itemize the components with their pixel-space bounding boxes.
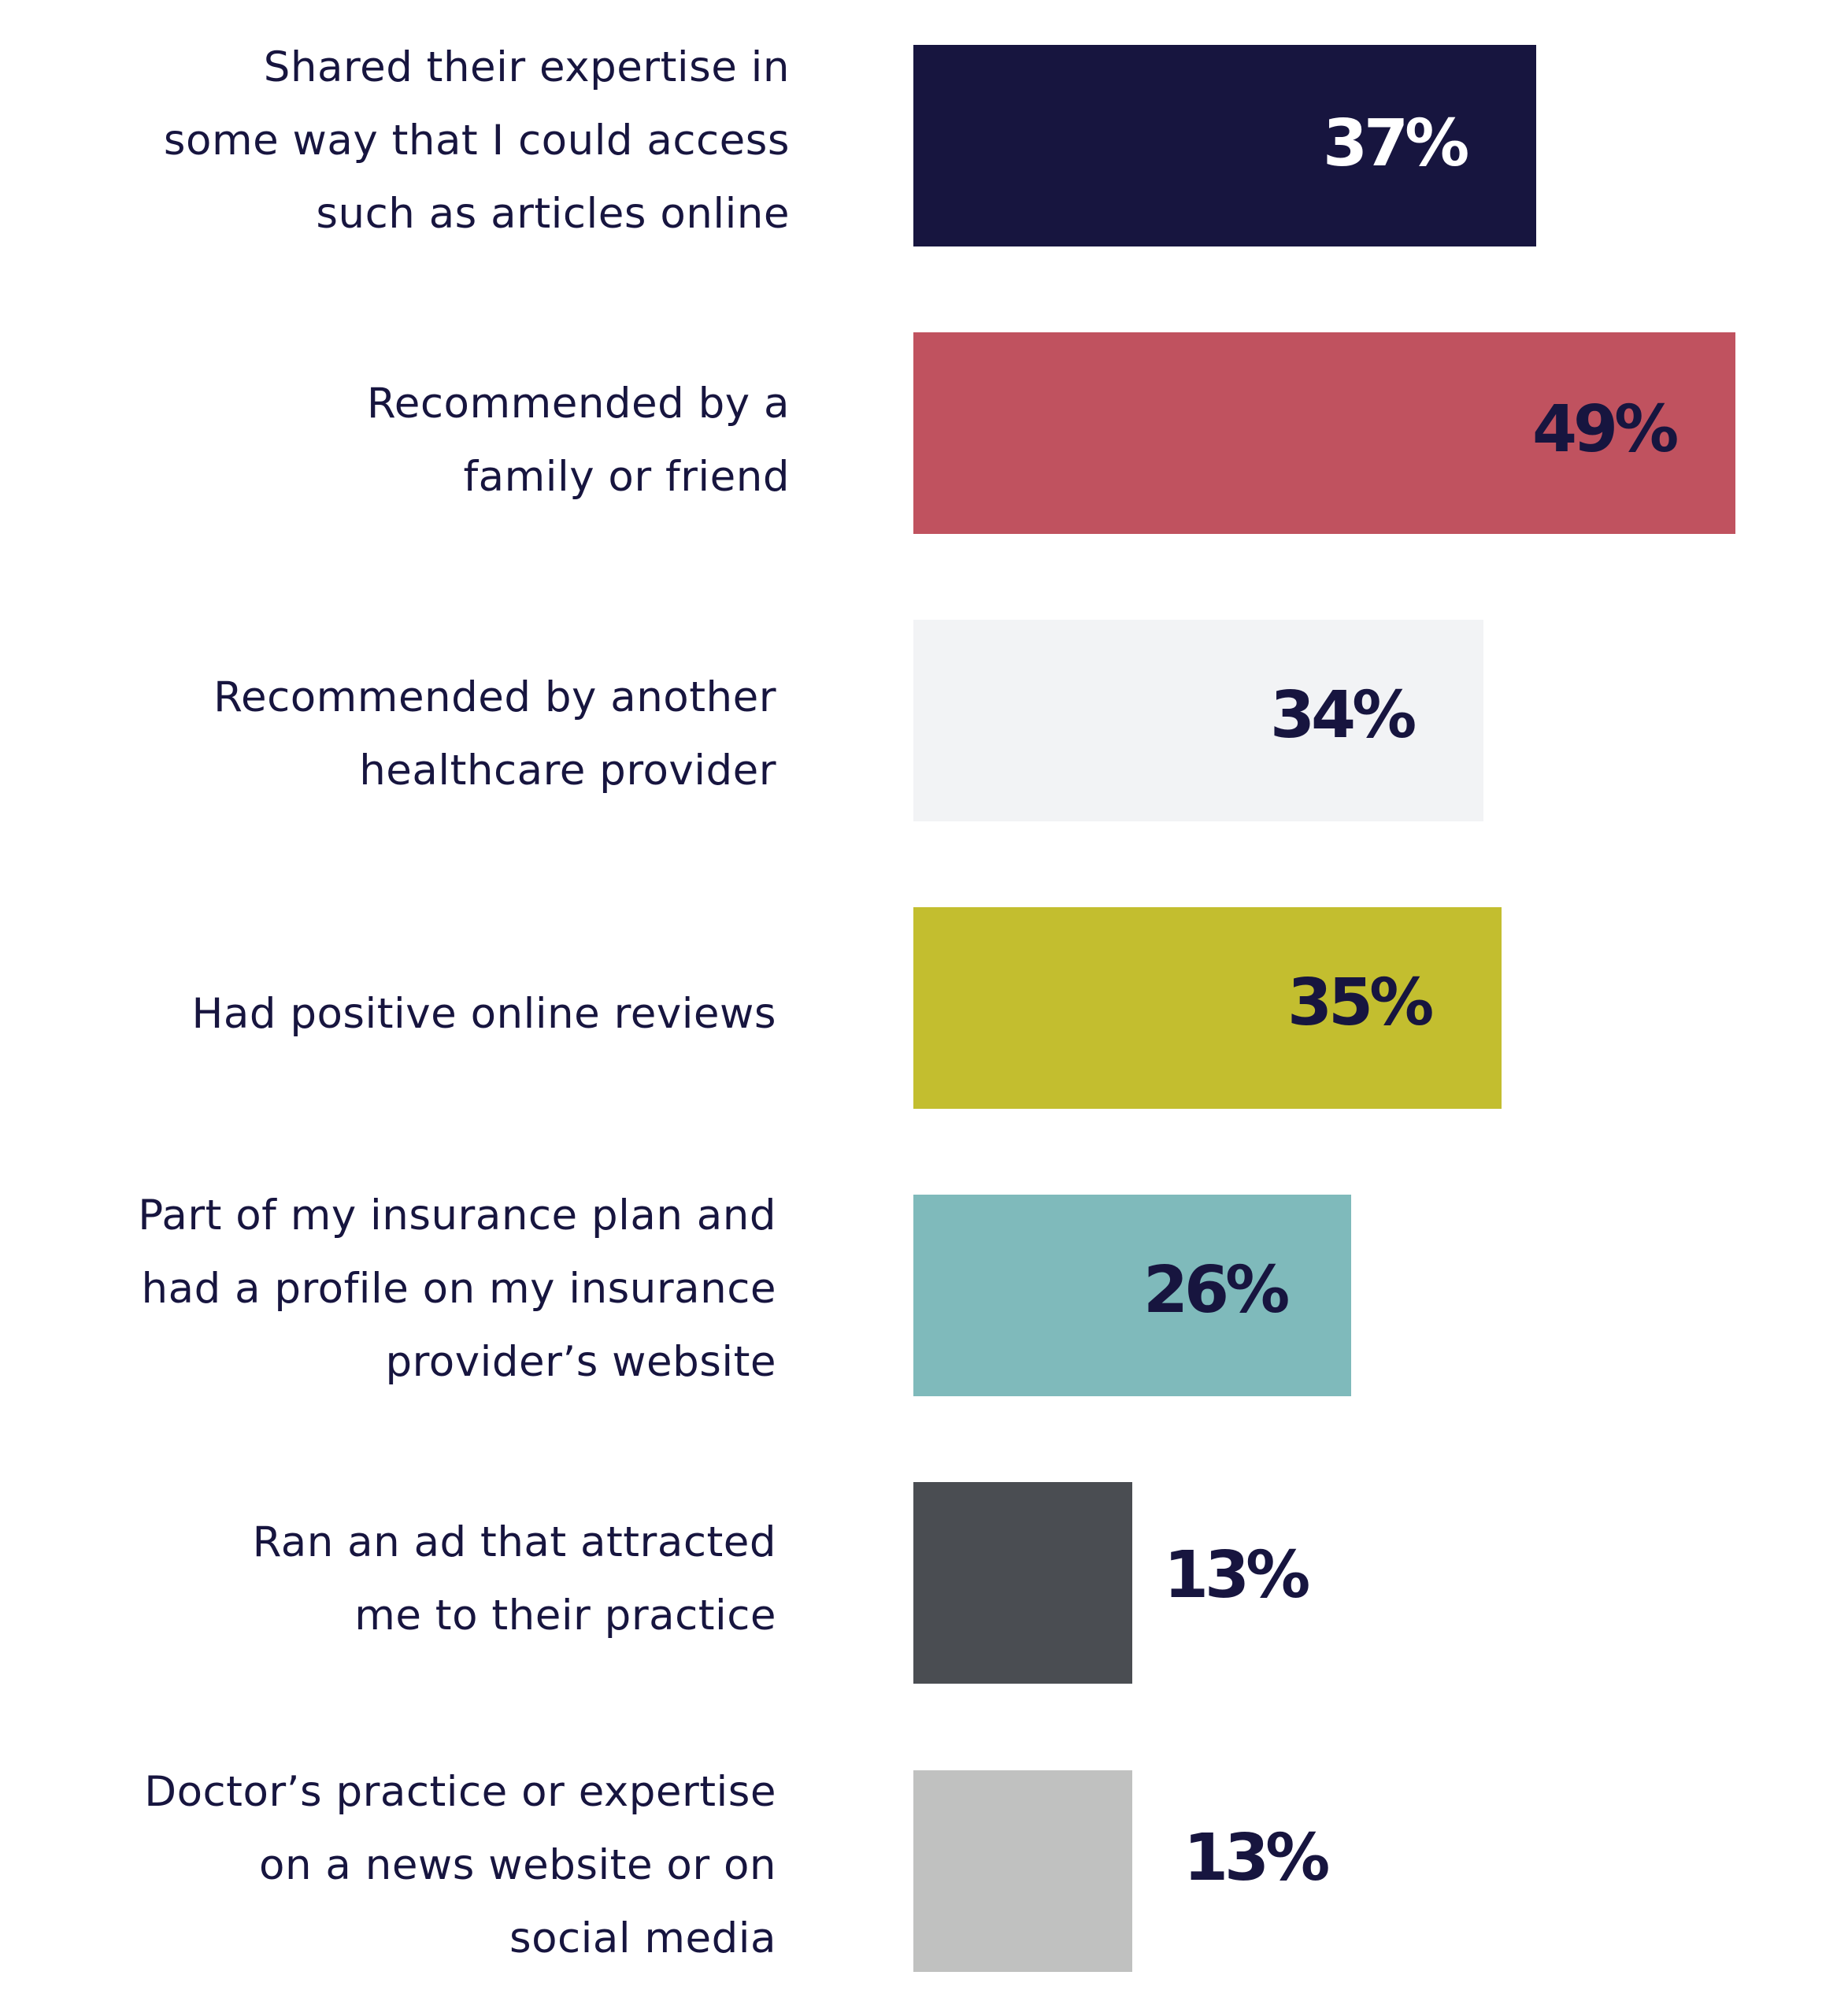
category-label-line: provider’s website bbox=[385, 1338, 776, 1386]
bar-healthcare-provider bbox=[913, 620, 1483, 821]
value-label: 37% bbox=[1323, 106, 1469, 181]
bar-ran-ad bbox=[913, 1482, 1132, 1684]
bar-shared-expertise bbox=[913, 45, 1536, 246]
bar-family-friend bbox=[913, 332, 1735, 534]
value-label: 49% bbox=[1532, 392, 1679, 467]
category-label-line: some way that I could access bbox=[163, 117, 790, 165]
category-label-line: Recommended by a bbox=[366, 380, 790, 428]
category-label-line: Doctor’s practice or expertise bbox=[144, 1768, 776, 1816]
category-label-line: such as articles online bbox=[316, 190, 790, 238]
category-label: Had positive online reviews bbox=[192, 977, 776, 1051]
value-label: 26% bbox=[1143, 1253, 1290, 1328]
bar-insurance-plan bbox=[913, 1195, 1351, 1396]
value-label: 35% bbox=[1287, 965, 1434, 1040]
category-label: Part of my insurance plan and had a prof… bbox=[138, 1179, 776, 1399]
category-label: Recommended by another healthcare provid… bbox=[213, 661, 776, 807]
category-label: Recommended by a family or friend bbox=[367, 367, 790, 513]
category-label-line: Shared their expertise in bbox=[263, 43, 790, 91]
category-label-line: family or friend bbox=[463, 453, 790, 501]
category-label-line: healthcare provider bbox=[359, 747, 776, 795]
category-label-line: on a news website or on bbox=[259, 1841, 776, 1889]
category-label-line: had a profile on my insurance bbox=[141, 1265, 776, 1313]
value-label: 34% bbox=[1270, 678, 1417, 753]
category-label: Shared their expertise in some way that … bbox=[164, 31, 790, 250]
category-label: Ran an ad that attracted me to their pra… bbox=[253, 1506, 776, 1652]
category-label-line: social media bbox=[509, 1914, 776, 1962]
category-label-line: me to their practice bbox=[354, 1592, 776, 1640]
category-label-line: Recommended by another bbox=[213, 673, 776, 721]
category-label-line: Part of my insurance plan and bbox=[138, 1191, 776, 1240]
bar-news-social-media bbox=[913, 1770, 1132, 1972]
category-label-line: Had positive online reviews bbox=[191, 990, 776, 1038]
value-label: 13% bbox=[1164, 1538, 1310, 1613]
bar-online-reviews bbox=[913, 907, 1502, 1109]
value-label: 13% bbox=[1183, 1821, 1330, 1896]
category-label: Doctor’s practice or expertise on a news… bbox=[144, 1755, 776, 1975]
category-label-line: Ran an ad that attracted bbox=[252, 1518, 776, 1566]
